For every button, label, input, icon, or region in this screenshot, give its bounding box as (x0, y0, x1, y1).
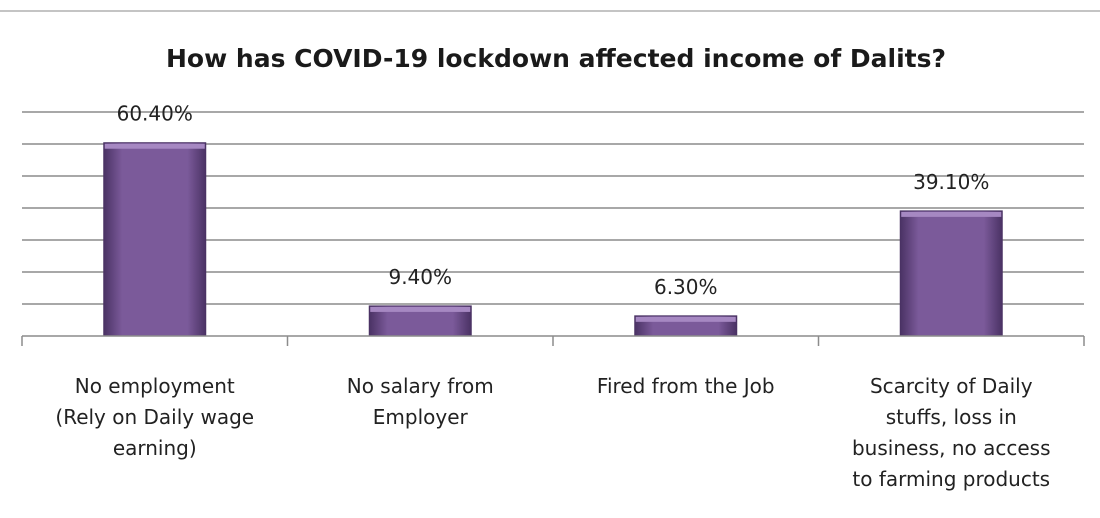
category-label: stuffs, loss in (886, 405, 1017, 429)
bars (103, 142, 1003, 337)
x-axis (21, 335, 1085, 346)
category-labels: No employment (Rely on Daily wage earning)… (55, 374, 1050, 491)
bar (899, 210, 1003, 337)
category-label: to farming products (852, 467, 1050, 491)
data-labels: 60.40% 9.40% 6.30% 39.10% (117, 102, 990, 299)
data-label: 39.10% (913, 170, 989, 194)
category-label: Employer (373, 405, 469, 429)
category-label: No salary from (347, 374, 494, 398)
category-label: Fired from the Job (597, 374, 775, 398)
data-label: 9.40% (388, 265, 452, 289)
bar-top-highlight (104, 143, 205, 149)
bar (103, 142, 207, 337)
category-label: Scarcity of Daily (870, 374, 1033, 398)
category-label: business, no access (852, 436, 1051, 460)
bar-top-highlight (370, 306, 471, 312)
category-label: No employment (75, 374, 235, 398)
bar-top-highlight (901, 211, 1002, 217)
category-label: (Rely on Daily wage (55, 405, 254, 429)
data-label: 60.40% (117, 102, 193, 126)
category-label: earning) (113, 436, 197, 460)
chart-title: How has COVID-19 lockdown affected incom… (166, 44, 946, 73)
bar-top-highlight (635, 316, 736, 322)
data-label: 6.30% (654, 275, 718, 299)
